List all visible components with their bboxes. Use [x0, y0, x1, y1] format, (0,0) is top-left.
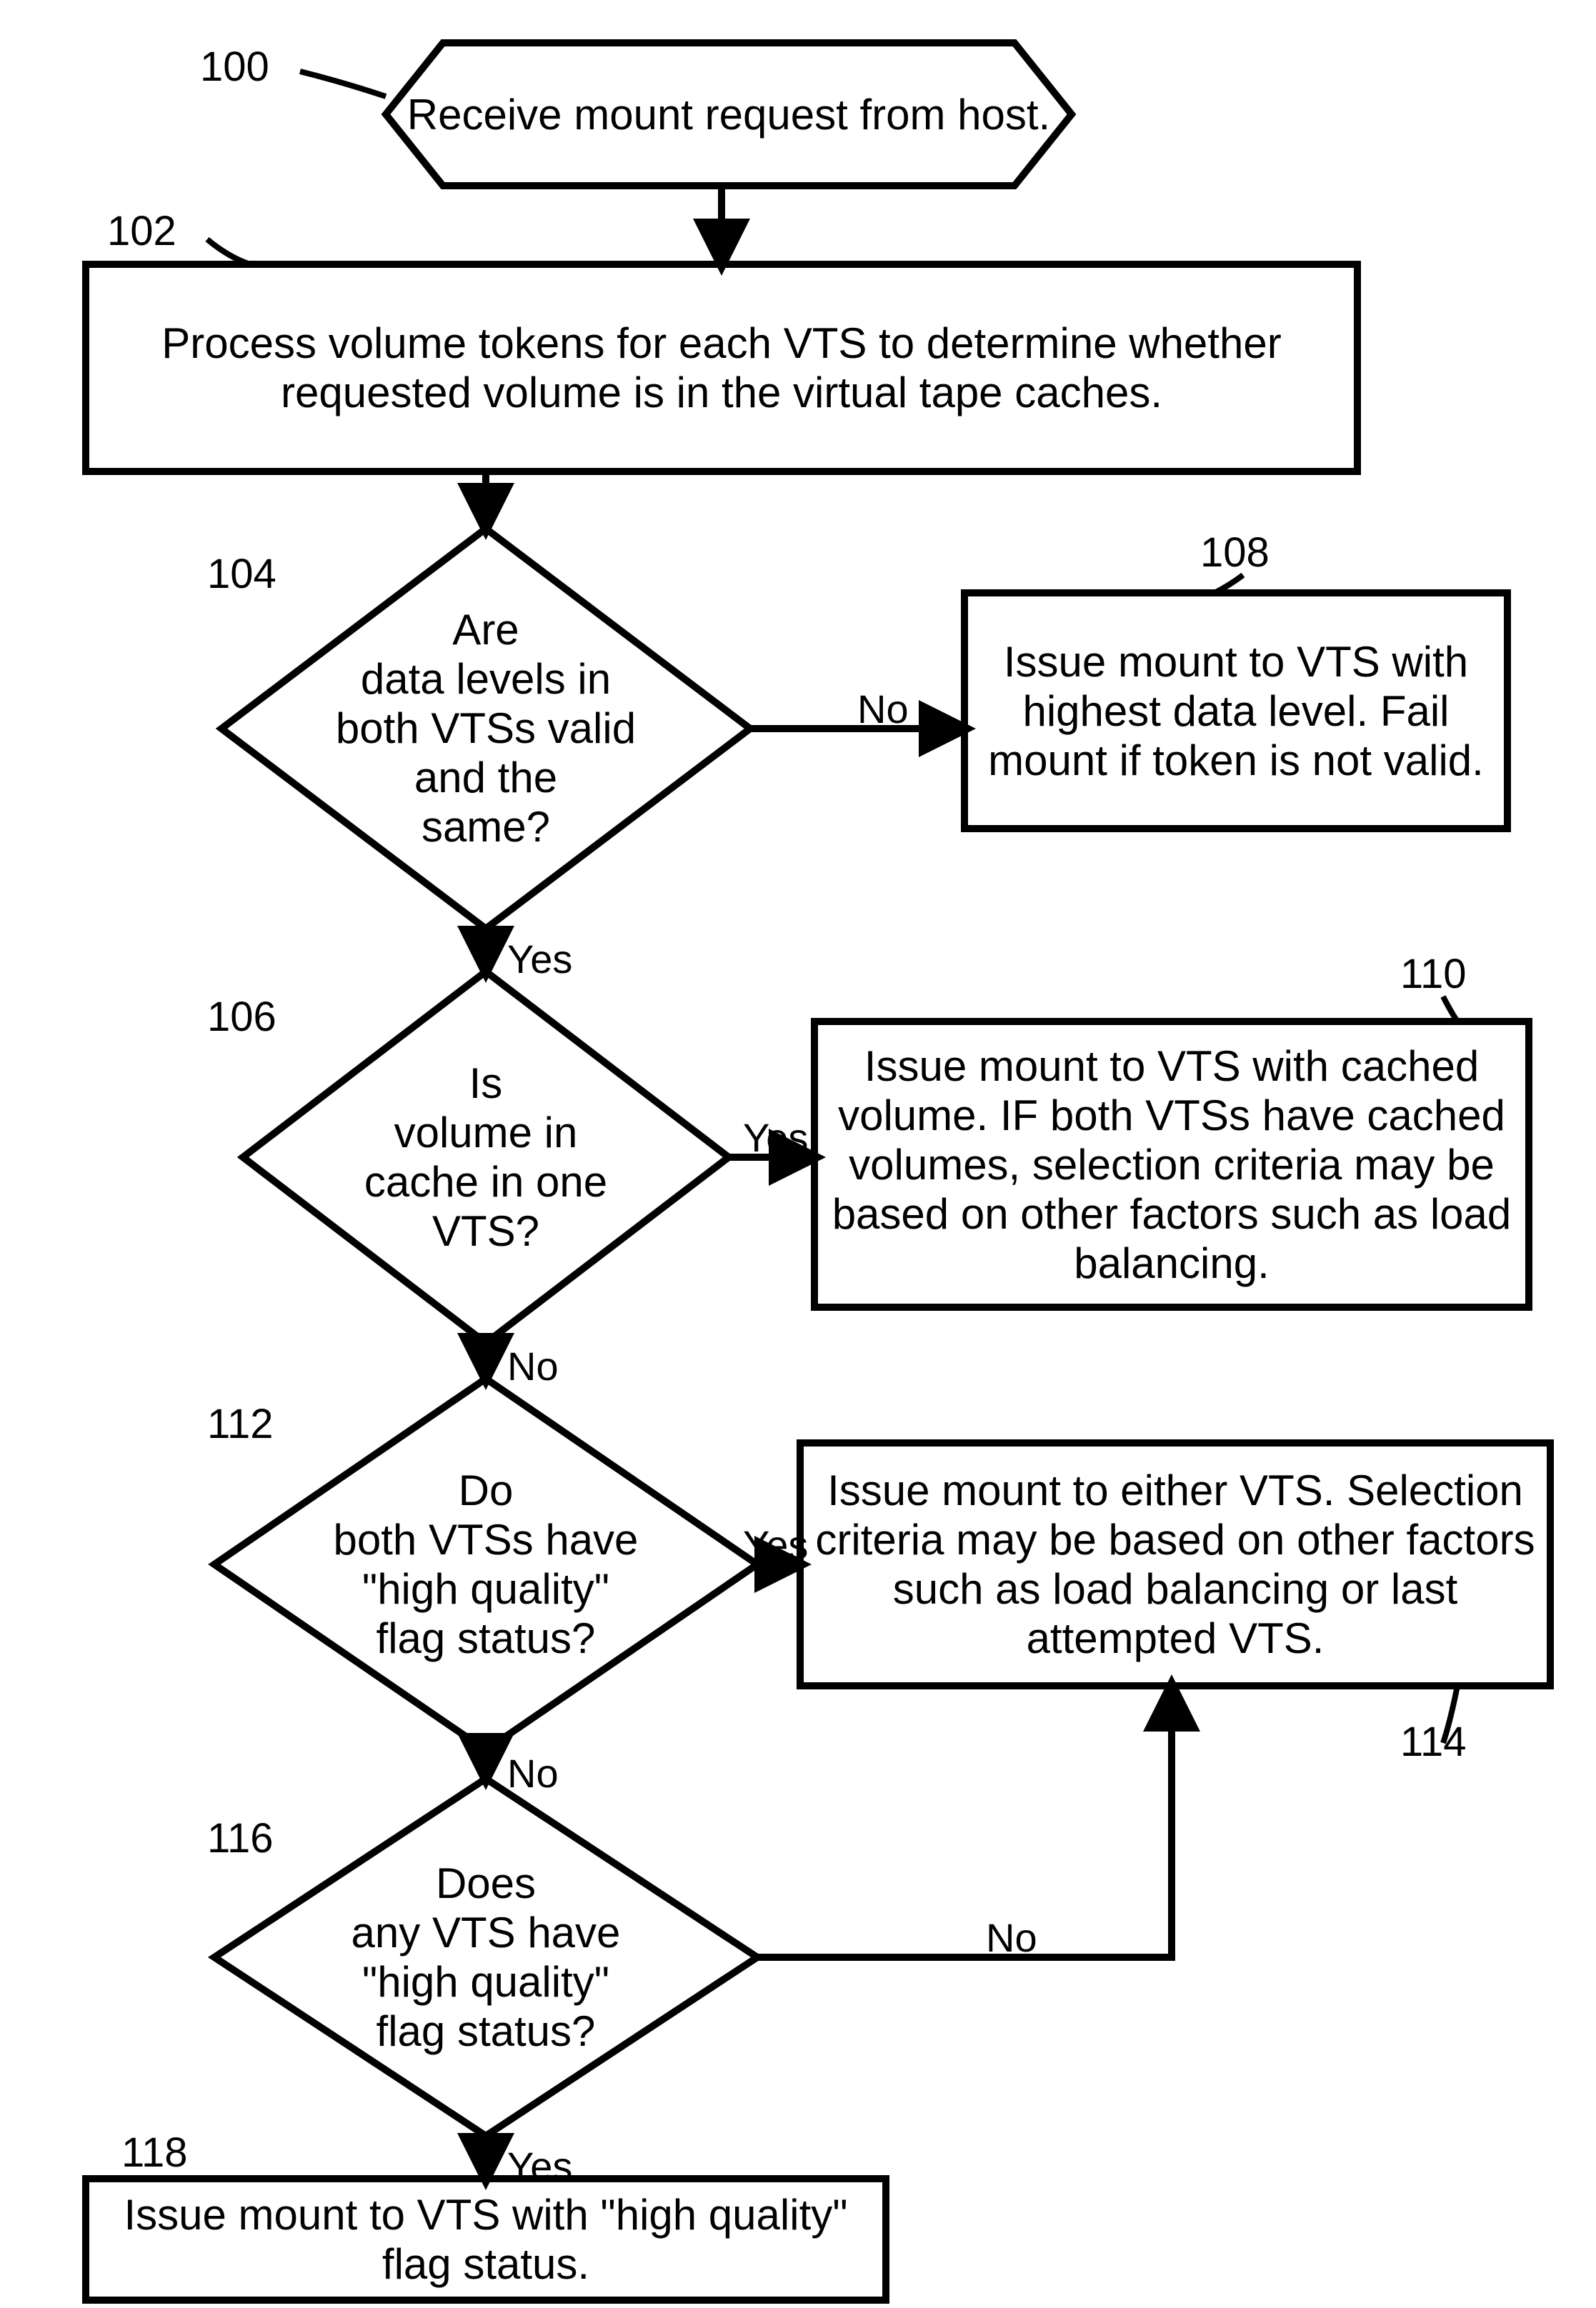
ref-leader-p102 [207, 239, 250, 264]
edge-n116-n114 [757, 1686, 1172, 1957]
node-text-n100: Receive mount request from host. [400, 43, 1057, 186]
ref-label-104: 104 [207, 550, 276, 598]
edge-label: No [986, 1914, 1037, 1961]
node-text-n110: Issue mount to VTS with cached volume. I… [829, 1021, 1515, 1307]
node-text-n114: Issue mount to either VTS. Selection cri… [814, 1443, 1536, 1686]
ref-label-108: 108 [1200, 529, 1270, 576]
edge-label: Yes [743, 1522, 808, 1568]
node-text-n118: Issue mount to VTS with "high quality" f… [100, 2179, 872, 2300]
ref-label-118: 118 [121, 2129, 187, 2177]
ref-label-102: 102 [107, 207, 176, 255]
ref-label-110: 110 [1400, 950, 1466, 998]
ref-leader-p110 [1443, 996, 1457, 1021]
ref-leader-p100 [300, 71, 386, 96]
edge-label: Yes [507, 936, 572, 982]
ref-label-116: 116 [207, 1814, 273, 1862]
edge-label: No [857, 686, 909, 732]
node-text-n108: Issue mount to VTS with highest data lev… [979, 593, 1493, 829]
edge-label: Yes [743, 1114, 808, 1161]
node-text-n112: Do both VTSs have "high quality" flag st… [290, 1401, 681, 1728]
node-text-n102: Process volume tokens for each VTS to de… [100, 264, 1343, 471]
ref-label-106: 106 [207, 993, 276, 1041]
ref-label-100: 100 [200, 43, 269, 91]
edge-label: No [507, 1750, 559, 1797]
ref-label-112: 112 [207, 1400, 273, 1448]
edge-label: No [507, 1343, 559, 1389]
node-text-n116: Does any VTS have "high quality" flag st… [290, 1800, 681, 2114]
ref-label-114: 114 [1400, 1718, 1466, 1766]
node-text-n106: Is volume in cache in one VTS? [311, 994, 661, 1321]
node-text-n104: Are data levels in both VTSs valid and t… [296, 553, 677, 905]
edge-label: Yes [507, 2143, 572, 2189]
